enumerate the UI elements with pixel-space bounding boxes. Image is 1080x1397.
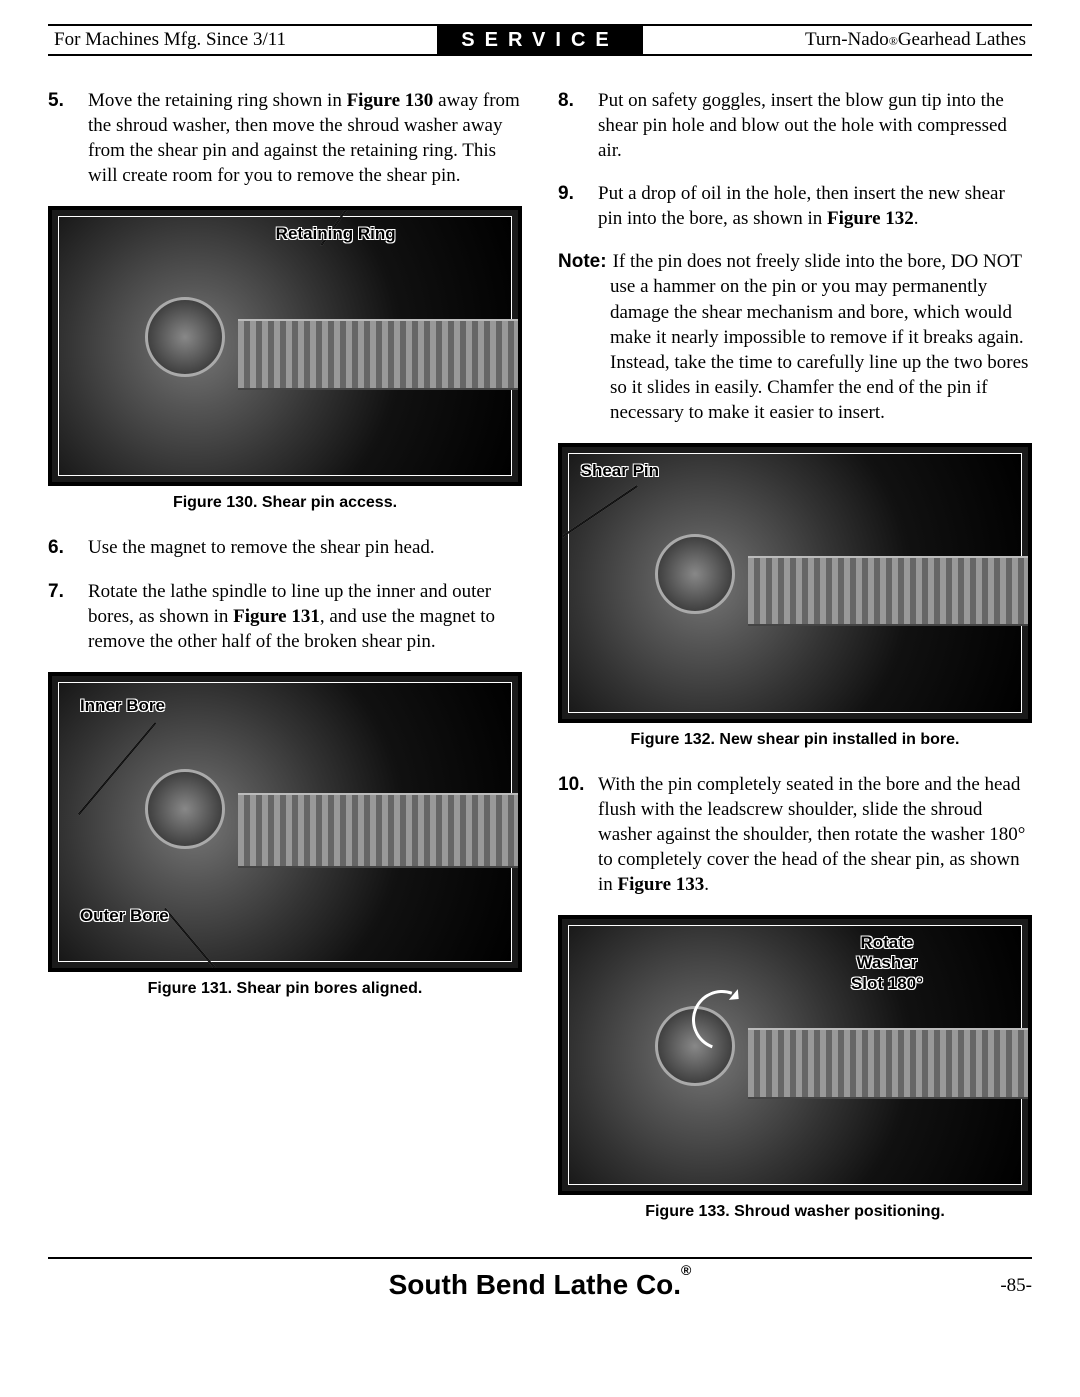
right-column: 8.Put on safety goggles, insert the blow… — [558, 88, 1032, 1245]
instruction-step: 5.Move the retaining ring shown in Figur… — [48, 88, 522, 188]
page-header: For Machines Mfg. Since 3/11 SERVICE Tur… — [48, 24, 1032, 56]
fig133-caption: Figure 133. Shroud washer positioning. — [558, 1201, 1032, 1222]
step-number: 7. — [48, 579, 88, 654]
step-body: Use the magnet to remove the shear pin h… — [88, 535, 522, 560]
content-columns: 5.Move the retaining ring shown in Figur… — [48, 88, 1032, 1245]
instruction-step: 7.Rotate the lathe spindle to line up th… — [48, 579, 522, 654]
fig132-caption: Figure 132. New shear pin installed in b… — [558, 729, 1032, 750]
hub-graphic — [145, 297, 225, 377]
step-number: 6. — [48, 535, 88, 560]
fig131: Inner Bore Outer Bore — [48, 672, 522, 972]
fig133: RotateWasherSlot 180° — [558, 915, 1032, 1195]
registered-mark-icon: ® — [681, 1262, 691, 1278]
fig131-caption: Figure 131. Shear pin bores aligned. — [48, 978, 522, 999]
header-right-suffix: Gearhead Lathes — [898, 27, 1026, 52]
hub-graphic — [655, 534, 735, 614]
shaft-graphic — [238, 319, 518, 390]
hub-graphic — [145, 769, 225, 849]
fig133-wrapper: RotateWasherSlot 180° Figure 133. Shroud … — [558, 915, 1032, 1222]
note-text: If the pin does not freely slide into th… — [610, 251, 1028, 422]
step-number: 8. — [558, 88, 598, 163]
fig130: Retaining Ring — [48, 206, 522, 486]
instruction-step: 6.Use the magnet to remove the shear pin… — [48, 535, 522, 560]
registered-mark-icon: ® — [889, 34, 898, 50]
step-body: Put on safety goggles, insert the blow g… — [598, 88, 1032, 163]
header-section-title: SERVICE — [437, 26, 642, 54]
page-footer: South Bend Lathe Co.® -85- — [48, 1257, 1032, 1298]
fig132-wrapper: Shear Pin Figure 132. New shear pin insta… — [558, 443, 1032, 750]
fig131-wrapper: Inner Bore Outer Bore Figure 131. Shear pi… — [48, 672, 522, 999]
step-body: Put a drop of oil in the hole, then inse… — [598, 181, 1032, 231]
callout-label: Outer Bore — [80, 906, 169, 926]
footer-company: South Bend Lathe Co.® — [389, 1267, 692, 1304]
header-left: For Machines Mfg. Since 3/11 — [48, 26, 437, 54]
shaft-graphic — [748, 556, 1028, 627]
callout-label: Inner Bore — [80, 696, 165, 716]
left-column: 5.Move the retaining ring shown in Figur… — [48, 88, 522, 1245]
callout-label: Shear Pin — [581, 461, 659, 481]
callout-label: Retaining Ring — [276, 224, 396, 244]
fig132: Shear Pin — [558, 443, 1032, 723]
header-right: Turn-Nado® Gearhead Lathes — [643, 26, 1032, 54]
callout-label: RotateWasherSlot 180° — [851, 933, 923, 994]
note-label: Note: — [558, 251, 613, 272]
page-number: -85- — [1000, 1273, 1032, 1298]
instruction-step: 9.Put a drop of oil in the hole, then in… — [558, 181, 1032, 231]
instruction-step: 10.With the pin completely seated in the… — [558, 772, 1032, 897]
step-number: 5. — [48, 88, 88, 188]
shaft-graphic — [238, 793, 518, 869]
step-body: Rotate the lathe spindle to line up the … — [88, 579, 522, 654]
step-body: With the pin completely seated in the bo… — [598, 772, 1032, 897]
fig130-caption: Figure 130. Shear pin access. — [48, 492, 522, 513]
fig130-wrapper: Retaining Ring Figure 130. Shear pin acce… — [48, 206, 522, 513]
step-number: 9. — [558, 181, 598, 231]
step-body: Move the retaining ring shown in Figure … — [88, 88, 522, 188]
instruction-step: 8.Put on safety goggles, insert the blow… — [558, 88, 1032, 163]
step-number: 10. — [558, 772, 598, 897]
shaft-graphic — [748, 1028, 1028, 1099]
footer-company-text: South Bend Lathe Co. — [389, 1269, 681, 1300]
note-body: Note:If the pin does not freely slide in… — [558, 249, 1032, 425]
header-right-prefix: Turn-Nado — [805, 27, 889, 52]
note-block: Note:If the pin does not freely slide in… — [558, 249, 1032, 425]
